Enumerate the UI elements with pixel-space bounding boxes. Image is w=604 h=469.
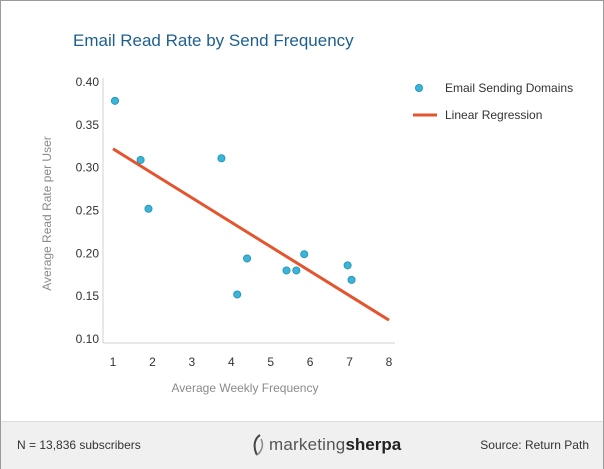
- y-tick-label: 0.15: [76, 289, 100, 303]
- x-tick-label: 1: [110, 355, 117, 369]
- scatter-point: [217, 154, 226, 163]
- scatter-point: [292, 266, 301, 275]
- x-tick-label: 8: [386, 355, 393, 369]
- scatter-point: [136, 155, 145, 164]
- sample-size-note: N = 13,836 subscribers: [17, 438, 141, 452]
- y-tick-label: 0.20: [76, 246, 100, 260]
- y-tick-label: 0.25: [76, 204, 100, 218]
- scatter-point: [347, 275, 356, 284]
- legend: Email Sending Domains Linear Regression: [413, 81, 573, 122]
- y-tick-label: 0.35: [76, 118, 100, 132]
- legend-label: Email Sending Domains: [445, 81, 573, 95]
- y-axis-ticks: 0.10 0.15 0.20 0.25 0.30 0.35 0.40: [76, 75, 100, 346]
- chart-title: Email Read Rate by Send Frequency: [73, 31, 354, 50]
- scatter-point: [243, 254, 252, 263]
- x-axis-ticks: 1 2 3 4 5 6 7 8: [110, 355, 393, 369]
- sherpa-mark-icon: [253, 434, 264, 456]
- regression-line: [112, 147, 390, 322]
- y-tick-label: 0.10: [76, 332, 100, 346]
- y-tick-label: 0.40: [76, 75, 100, 89]
- logo-word-sherpa: sherpa: [345, 435, 402, 454]
- scatter-point: [233, 290, 242, 299]
- x-tick-label: 4: [228, 355, 235, 369]
- x-axis-label: Average Weekly Frequency: [172, 381, 319, 395]
- x-tick-label: 2: [149, 355, 156, 369]
- source-note: Source: Return Path: [480, 438, 589, 452]
- scatter-point: [282, 266, 291, 275]
- marketingsherpa-logo: marketing sherpa: [251, 432, 401, 458]
- scatter-point: [110, 96, 119, 105]
- x-tick-label: 6: [307, 355, 314, 369]
- logo-word-marketing: marketing: [269, 435, 346, 454]
- scatter-point: [144, 204, 153, 213]
- x-tick-label: 5: [267, 355, 274, 369]
- scatter-point: [300, 250, 309, 259]
- x-tick-label: 3: [189, 355, 196, 369]
- scatter-chart: 0.10 0.15 0.20 0.25 0.30 0.35 0.40 1 2 3 4 5 6 7 8 Av…: [40, 75, 573, 395]
- series-layer: [110, 96, 390, 322]
- footer-bar: N = 13,836 subscribers marketing sherpa …: [1, 421, 603, 469]
- x-tick-label: 7: [346, 355, 353, 369]
- y-tick-label: 0.30: [76, 161, 100, 175]
- y-axis-label: Average Read Rate per User: [40, 136, 54, 291]
- legend-label: Linear Regression: [445, 108, 542, 122]
- scatter-point: [343, 261, 352, 270]
- legend-swatch-point: [414, 84, 423, 93]
